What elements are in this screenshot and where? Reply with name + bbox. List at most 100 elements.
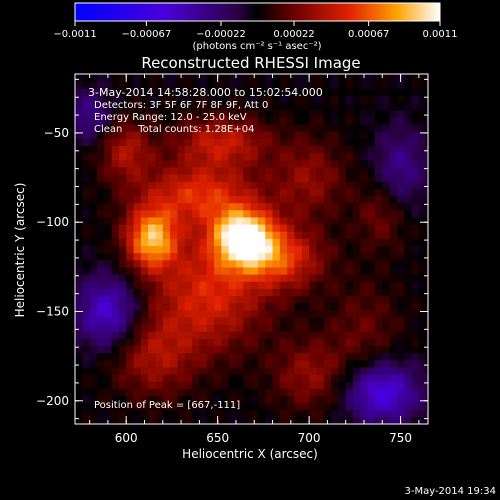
heatmap-cell [89, 88, 98, 97]
heatmap-cell [89, 216, 98, 225]
heatmap-cell [184, 145, 193, 154]
heatmap-cell [155, 116, 164, 125]
heatmap-cell [177, 159, 186, 168]
heatmap-cell [345, 216, 354, 225]
heatmap-cell [316, 138, 325, 147]
heatmap-cell [389, 216, 398, 225]
heatmap-cell [177, 195, 186, 204]
heatmap-cell [331, 252, 339, 261]
heatmap-cell [162, 309, 171, 318]
heatmap-cell [323, 359, 332, 368]
heatmap-cell [418, 381, 427, 389]
heatmap-cell [177, 395, 186, 404]
heatmap-cell [389, 152, 398, 161]
heatmap-cell [265, 252, 274, 261]
heatmap-cell [214, 252, 222, 261]
heatmap-cell [279, 395, 288, 404]
heatmap-cell [243, 188, 252, 197]
heatmap-cell [323, 352, 332, 361]
heatmap-cell [162, 216, 171, 225]
heatmap-cell [89, 224, 98, 232]
heatmap-cell [265, 409, 274, 418]
heatmap-cell [111, 245, 120, 254]
heatmap-cell [360, 288, 369, 297]
heatmap-cell [396, 395, 405, 404]
heatmap-cell [89, 359, 98, 368]
heatmap-cell [389, 302, 398, 311]
heatmap-cell [111, 181, 120, 189]
heatmap-cell [426, 138, 428, 147]
heatmap-cell [411, 402, 420, 411]
heatmap-cell [235, 252, 244, 261]
heatmap-cell [118, 331, 127, 339]
heatmap-cell [126, 359, 135, 368]
heatmap-cell [89, 245, 98, 254]
heatmap-cell [104, 395, 113, 404]
heatmap-cell [177, 174, 186, 182]
heatmap-cell [411, 345, 420, 354]
heatmap-cell [367, 109, 376, 118]
heatmap-cell [316, 231, 325, 239]
heatmap-cell [323, 209, 332, 218]
heatmap-cell [404, 224, 413, 232]
heatmap-cell [374, 409, 383, 418]
heatmap-cell [177, 288, 186, 297]
heatmap-cell [279, 388, 288, 397]
heatmap-cell [82, 324, 91, 332]
heatmap-cell [257, 224, 266, 232]
heatmap-cell [279, 216, 288, 225]
heatmap-cell [257, 352, 266, 361]
heatmap-cell [228, 216, 237, 225]
heatmap-cell [389, 209, 398, 218]
heatmap-cell [396, 381, 405, 389]
heatmap-cell [316, 252, 325, 261]
heatmap-cell [382, 102, 391, 111]
heatmap-cell [382, 324, 391, 332]
heatmap-cell [221, 331, 230, 339]
heatmap-cell [96, 374, 105, 382]
heatmap-cell [111, 74, 120, 82]
heatmap-cell [148, 174, 157, 182]
heatmap-cell [148, 416, 157, 424]
heatmap-cell [309, 395, 318, 404]
heatmap-cell [396, 266, 405, 275]
heatmap-cell [345, 74, 354, 82]
heatmap-cell [214, 331, 222, 339]
heatmap-cell [338, 366, 347, 375]
heatmap-cell [89, 309, 98, 318]
heatmap-cell [353, 181, 361, 189]
heatmap-cell [118, 209, 127, 218]
heatmap-cell [96, 409, 105, 418]
heatmap-cell [411, 274, 420, 282]
heatmap-cell [118, 345, 127, 354]
heatmap-cell [126, 295, 135, 304]
heatmap-cell [309, 238, 318, 247]
heatmap-cell [199, 138, 208, 147]
heatmap-cell [206, 388, 215, 397]
heatmap-cell [184, 238, 193, 247]
heatmap-cell [389, 202, 398, 211]
heatmap-cell [162, 366, 171, 375]
heatmap-cell [331, 388, 339, 397]
heatmap-cell [331, 159, 339, 168]
heatmap-cell [221, 281, 230, 289]
heatmap-cell [353, 81, 361, 89]
heatmap-cell [301, 202, 310, 211]
heatmap-cell [75, 195, 83, 204]
heatmap-cell [272, 409, 281, 418]
heatmap-cell [170, 252, 179, 261]
heatmap-cell [133, 338, 142, 347]
heatmap-cell [148, 295, 157, 304]
heatmap-cell [214, 152, 222, 161]
heatmap-cell [228, 145, 237, 154]
heatmap-cell [214, 324, 222, 332]
heatmap-cell [104, 138, 113, 147]
heatmap-cell [140, 152, 149, 161]
heatmap-cell [353, 159, 361, 168]
heatmap-cell [389, 338, 398, 347]
heatmap-cell [426, 316, 428, 325]
heatmap-cell [221, 81, 230, 89]
heatmap-cell [199, 295, 208, 304]
heatmap-cell [374, 102, 383, 111]
heatmap-cell [250, 138, 259, 147]
